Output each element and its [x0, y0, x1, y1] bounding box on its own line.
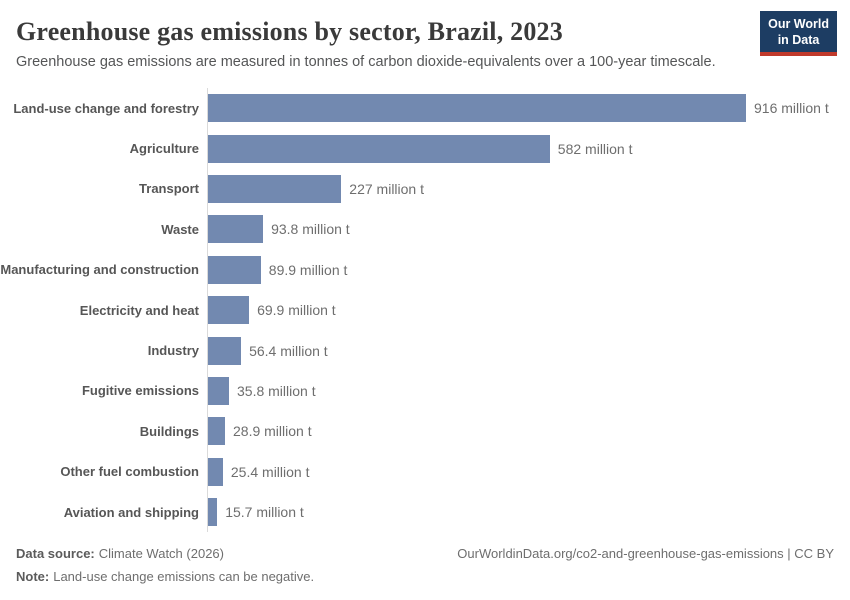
category-label: Buildings: [139, 423, 199, 439]
bar[interactable]: [208, 215, 264, 244]
bar[interactable]: [208, 174, 342, 203]
page-title: Greenhouse gas emissions by sector, Braz…: [16, 17, 563, 46]
value-label: 35.8 million t: [237, 382, 316, 399]
note-text: Land-use change emissions can be negativ…: [53, 569, 315, 585]
bar-track: 89.9 million t: [207, 249, 834, 290]
bar-row: Industry 56.4 million t: [0, 330, 834, 371]
data-source-text: Climate Watch (2026): [98, 545, 224, 561]
value-label: 56.4 million t: [249, 342, 328, 359]
bar-chart-rows: Land-use change and forestry 916 million …: [0, 88, 834, 533]
category-label: Electricity and heat: [79, 302, 199, 318]
category-label: Manufacturing and construction: [0, 262, 199, 278]
category-label: Land-use change and forestry: [13, 100, 199, 116]
category-label: Agriculture: [129, 141, 199, 157]
bar-track: 93.8 million t: [207, 209, 834, 250]
bar[interactable]: [208, 255, 261, 284]
category-label: Fugitive emissions: [81, 383, 199, 399]
bar-track: 25.4 million t: [207, 451, 834, 492]
value-label: 28.9 million t: [233, 423, 312, 440]
owid-logo-line2: in Data: [777, 32, 820, 47]
bar-row: Agriculture 582 million t: [0, 128, 834, 169]
bar[interactable]: [208, 134, 550, 163]
bar-row: Transport 227 million t: [0, 168, 834, 210]
bar-row: Manufacturing and construction 89.9 milli…: [0, 249, 834, 290]
bar[interactable]: [208, 336, 242, 365]
chart-header: Greenhouse gas emissions by sector, Braz…: [0, 0, 850, 72]
bar-track: 35.8 million t: [207, 370, 834, 412]
value-label: 582 million t: [557, 140, 633, 157]
bar[interactable]: [208, 94, 746, 123]
bar-track: 582 million t: [207, 128, 834, 169]
bar-row: Land-use change and forestry 916 million …: [0, 88, 834, 129]
data-source-label: Data source:: [16, 545, 95, 561]
bar-row: Other fuel combustion 25.4 million t: [0, 451, 834, 492]
bar-row: Buildings 28.9 million t: [0, 411, 834, 452]
category-label: Industry: [147, 343, 199, 359]
bar-chart: Land-use change and forestry 916 million …: [0, 88, 834, 533]
category-label: Other fuel combustion: [60, 464, 199, 480]
category-label: Transport: [139, 181, 199, 197]
category-label: Waste: [161, 221, 199, 237]
owid-logo-line1: Our World: [768, 17, 829, 31]
bar-track: 56.4 million t: [207, 330, 834, 371]
bar-track: 69.9 million t: [207, 289, 834, 331]
bar[interactable]: [208, 498, 218, 527]
footer-link-text[interactable]: OurWorldinData.org/co2-and-greenhouse-ga…: [457, 545, 834, 561]
chart-note: Note: Land-use change emissions can be ne…: [16, 568, 834, 586]
value-label: 89.9 million t: [268, 261, 348, 278]
bar-row: Aviation and shipping 15.7 million t: [0, 491, 834, 533]
value-label: 916 million t: [754, 100, 829, 117]
value-label: 25.4 million t: [230, 463, 310, 480]
bar[interactable]: [208, 417, 225, 446]
bar-track: 227 million t: [207, 168, 834, 210]
bar-track: 15.7 million t: [207, 491, 834, 533]
data-source: Data source: Climate Watch (2026): [16, 545, 224, 563]
bar[interactable]: [208, 376, 229, 405]
bar-row: Waste 93.8 million t: [0, 209, 834, 250]
value-label: 69.9 million t: [257, 302, 336, 319]
value-label: 227 million t: [349, 180, 424, 197]
bar[interactable]: [208, 457, 223, 486]
bar[interactable]: [208, 296, 250, 325]
note-label: Note:: [16, 569, 50, 585]
bar-row: Electricity and heat 69.9 million t: [0, 289, 834, 331]
bar-track: 916 million t: [207, 88, 834, 129]
owid-logo: Our World in Data: [760, 11, 837, 57]
bar-track: 28.9 million t: [207, 411, 834, 452]
bar-row: Fugitive emissions 35.8 million t: [0, 370, 834, 412]
category-label: Aviation and shipping: [63, 504, 199, 520]
footer-link[interactable]: OurWorldinData.org/co2-and-greenhouse-ga…: [457, 545, 834, 563]
value-label: 15.7 million t: [225, 504, 304, 521]
chart-subtitle: Greenhouse gas emissions are measured in…: [16, 54, 716, 71]
value-label: 93.8 million t: [271, 221, 350, 238]
chart-footer: Data source: Climate Watch (2026) OurWorl…: [16, 545, 834, 586]
